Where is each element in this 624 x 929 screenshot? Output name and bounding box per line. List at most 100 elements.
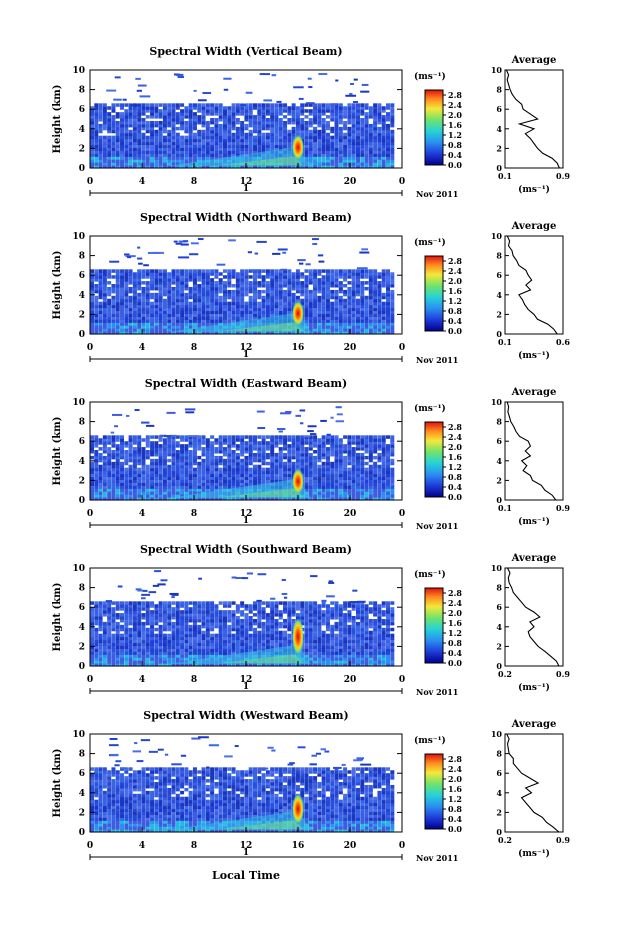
heatmap-cell	[171, 461, 176, 466]
heatmap-cell	[240, 295, 245, 300]
heatmap-cell	[287, 141, 292, 146]
heatmap-cell	[265, 289, 270, 294]
y-tick-label: 0	[79, 496, 85, 506]
heatmap-cell	[317, 284, 322, 288]
heatmap-cell	[257, 295, 262, 300]
heatmap-cell	[291, 438, 296, 442]
heatmap-cell	[360, 112, 365, 116]
heatmap-cell	[291, 106, 296, 110]
heatmap-cell	[132, 120, 137, 125]
heatmap-cell	[373, 461, 378, 466]
heatmap-cell	[227, 458, 232, 463]
heatmap-cell	[210, 450, 215, 454]
heatmap-cell	[214, 289, 219, 294]
heatmap-cell	[192, 138, 197, 143]
heatmap-cell	[162, 319, 167, 323]
heatmap-cell	[145, 298, 150, 303]
heatmap-cell	[128, 153, 133, 157]
heatmap-cell	[235, 286, 240, 291]
heatmap-cell	[210, 135, 215, 140]
heatmap-cell	[210, 120, 215, 125]
heatmap-cell	[377, 292, 382, 297]
heatmap-cell	[150, 150, 155, 154]
heatmap-cell	[145, 479, 150, 483]
heatmap-cell	[235, 467, 240, 472]
heatmap-cell	[124, 162, 129, 166]
heatmap-cell	[192, 325, 197, 329]
heatmap-cell	[227, 310, 232, 314]
heatmap-cell	[295, 281, 300, 285]
heatmap-cell	[377, 328, 382, 332]
heatmap-cell	[214, 295, 219, 300]
heatmap-cell	[390, 316, 395, 320]
heatmap-cell	[351, 123, 356, 128]
heatmap-cell	[313, 438, 318, 442]
heatmap-cell	[261, 444, 266, 448]
heatmap-cell	[222, 447, 227, 451]
heatmap-cell	[222, 441, 227, 445]
heatmap-cell	[124, 153, 129, 157]
heatmap-cell	[180, 141, 185, 146]
heatmap-cell	[317, 310, 322, 314]
heatmap-cell	[364, 473, 369, 478]
heatmap-cell	[124, 286, 129, 291]
heatmap-cell	[102, 126, 107, 131]
heatmap-cell	[187, 435, 199, 438]
heatmap-cell	[218, 301, 223, 306]
heatmap-cell	[270, 464, 275, 469]
heatmap-cell	[274, 278, 279, 282]
heatmap-cell	[98, 322, 103, 326]
heatmap-cell	[128, 476, 133, 480]
heatmap-cell	[360, 494, 365, 498]
x-tick-label: 0	[87, 177, 93, 187]
heatmap-cell	[368, 129, 373, 134]
heatmap-cell	[287, 438, 292, 442]
heatmap-cell	[240, 438, 245, 442]
heatmap-cell	[188, 479, 193, 483]
heatmap-cell	[184, 319, 189, 323]
heatmap-cell	[107, 165, 112, 169]
heatmap-cell	[287, 286, 292, 291]
heatmap-cell	[338, 482, 343, 486]
heatmap-cell	[334, 452, 339, 457]
heatmap-cell	[235, 301, 240, 306]
heatmap-cell	[227, 144, 232, 148]
heatmap-cell	[343, 289, 348, 294]
heatmap-cell	[137, 109, 142, 113]
heatmap-cell	[94, 272, 99, 276]
heatmap-cell	[218, 165, 223, 169]
heatmap-cell	[351, 467, 356, 472]
heatmap-cell	[253, 464, 258, 469]
heatmap-cell	[98, 319, 103, 323]
heatmap-cell	[154, 310, 159, 314]
heatmap-cell	[240, 104, 246, 107]
heatmap-cell	[167, 162, 172, 166]
heatmap-cell	[98, 476, 103, 480]
heatmap-cell	[231, 109, 236, 113]
heatmap-cell	[347, 467, 352, 472]
heatmap-cell	[111, 494, 116, 498]
heatmap-cell	[304, 488, 309, 492]
heatmap-cell	[274, 476, 279, 480]
heatmap-cell	[330, 129, 335, 134]
heatmap-cell	[115, 438, 120, 442]
heatmap-cell	[137, 657, 142, 661]
heatmap-cell	[188, 135, 193, 140]
heatmap-cell	[248, 467, 253, 472]
heatmap-cell	[188, 322, 193, 326]
heatmap-cell	[313, 150, 318, 154]
heatmap-cell	[360, 310, 365, 314]
heatmap-cell	[115, 156, 120, 160]
heatmap-cell	[90, 464, 94, 469]
heatmap-cell	[158, 278, 163, 282]
heatmap-cell	[257, 141, 262, 146]
heatmap-cell	[150, 132, 155, 137]
heatmap-cell	[270, 450, 275, 454]
heatmap-cell	[162, 292, 167, 297]
heatmap-cell	[381, 479, 386, 483]
heatmap-cell	[386, 455, 391, 460]
heatmap-cell	[355, 663, 360, 667]
heatmap-cell	[287, 112, 292, 116]
colorbar-tick-label: 2.4	[448, 266, 462, 276]
heatmap-cell	[180, 663, 185, 667]
